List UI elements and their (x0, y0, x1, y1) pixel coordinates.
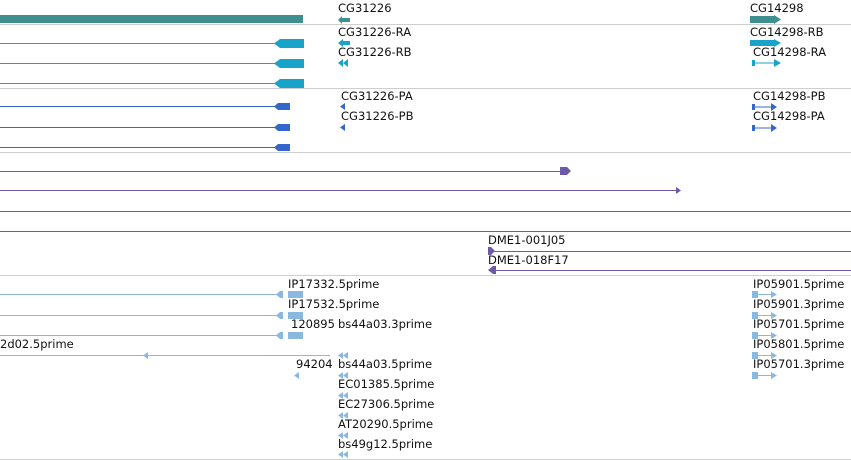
est-line (0, 335, 282, 336)
clone-line (0, 190, 678, 191)
transcript-intron-line (0, 43, 280, 44)
est-label[interactable]: IP05901.5prime (753, 277, 845, 291)
est-label[interactable]: EC01385.5prime (338, 377, 435, 391)
protein-block[interactable] (274, 144, 290, 151)
est-line (0, 294, 282, 295)
est-label[interactable]: bs49g12.5prime (338, 437, 433, 451)
est-block[interactable] (276, 332, 303, 339)
est-block[interactable] (276, 291, 303, 298)
est-arrow[interactable] (752, 312, 778, 319)
clone-line (0, 211, 851, 212)
transcript-feature-cg14298-ra[interactable] (752, 59, 782, 67)
est-label[interactable]: 120895 (291, 317, 335, 331)
protein-feature-cg31226-pb[interactable] (340, 124, 346, 131)
est-block[interactable] (276, 312, 303, 319)
transcript-label[interactable]: CG31226-RA (338, 25, 412, 39)
protein-label[interactable]: CG14298-PB (753, 89, 826, 103)
est-arrow[interactable] (338, 372, 350, 379)
clone-label[interactable]: DME1-001J05 (488, 233, 566, 247)
clone-line-dme1-018f17[interactable] (492, 270, 851, 271)
gene-feature-cg31226[interactable] (338, 16, 352, 24)
est-label[interactable]: IP17532.5prime (288, 297, 380, 311)
transcript-label[interactable]: CG14298-RB (750, 25, 824, 39)
clone-line-dme1-001j05[interactable] (488, 251, 851, 252)
gene-feature[interactable] (0, 15, 303, 23)
gene-feature-cg14298[interactable] (750, 15, 782, 24)
clone-label[interactable]: DME1-018F17 (488, 253, 569, 267)
est-arrow[interactable] (752, 352, 778, 359)
est-arrow[interactable] (752, 291, 778, 298)
protein-label[interactable]: CG31226-PB (341, 109, 414, 123)
clone-start-marker (488, 247, 495, 255)
est-label[interactable]: IP05901.3prime (753, 297, 845, 311)
est-arrow[interactable] (338, 392, 350, 399)
est-arrow[interactable] (752, 332, 778, 339)
protein-feature-cg14298-pa[interactable] (752, 124, 778, 132)
transcript-feature-cg31226-rb[interactable] (338, 59, 352, 67)
est-label[interactable]: AT20290.5prime (338, 417, 434, 431)
est-arrow[interactable] (338, 412, 350, 419)
est-label[interactable]: bs44a03.5prime (338, 357, 433, 371)
track-divider (0, 88, 851, 89)
est-label[interactable]: IP17332.5prime (288, 277, 380, 291)
transcript-exon[interactable] (274, 59, 304, 68)
transcript-intron-line (0, 63, 280, 64)
est-label[interactable]: 94204 (296, 357, 333, 371)
est-arrow[interactable] (338, 352, 350, 359)
protein-line (0, 147, 280, 148)
est-line (0, 315, 282, 316)
track-divider (0, 24, 851, 25)
track-divider (0, 275, 851, 276)
est-label[interactable]: bs44a03.3prime (338, 317, 433, 331)
transcript-exon[interactable] (274, 79, 304, 88)
protein-label[interactable]: CG31226-PA (341, 89, 413, 103)
est-line (0, 355, 330, 356)
est-label[interactable]: IP05801.5prime (753, 337, 845, 351)
gene-label[interactable]: CG14298 (750, 1, 804, 15)
clone-line (0, 171, 565, 172)
protein-feature-cg14298-pb[interactable] (752, 103, 778, 111)
est-label[interactable]: IP05701.3prime (753, 357, 845, 371)
est-label[interactable]: EC27306.5prime (338, 397, 435, 411)
track-divider (0, 152, 851, 153)
transcript-feature-cg14298-rb[interactable] (750, 39, 782, 47)
clone-arrow[interactable] (488, 266, 497, 274)
gene-label[interactable]: CG31226 (338, 1, 392, 15)
protein-feature-cg31226-pa[interactable] (340, 103, 346, 110)
clone-line (0, 231, 851, 232)
transcript-intron-line (0, 83, 280, 84)
protein-block[interactable] (274, 103, 290, 110)
est-label[interactable]: 2d02.5prime (0, 337, 74, 351)
clone-arrow[interactable] (676, 187, 682, 194)
est-arrow[interactable] (143, 352, 149, 359)
clone-arrow[interactable] (560, 167, 572, 175)
transcript-label[interactable]: CG31226-RB (338, 45, 412, 59)
protein-block[interactable] (274, 124, 290, 131)
protein-line (0, 127, 280, 128)
transcript-exon[interactable] (274, 39, 304, 48)
est-label[interactable]: IP05701.5prime (753, 317, 845, 331)
est-arrow[interactable] (338, 432, 350, 439)
est-arrow[interactable] (294, 372, 300, 379)
transcript-label[interactable]: CG14298-RA (753, 45, 827, 59)
protein-line (0, 106, 280, 107)
transcript-feature-cg31226-ra[interactable] (338, 39, 352, 47)
est-arrow[interactable] (752, 372, 778, 379)
est-arrow[interactable] (338, 451, 350, 458)
protein-label[interactable]: CG14298-PA (753, 109, 825, 123)
